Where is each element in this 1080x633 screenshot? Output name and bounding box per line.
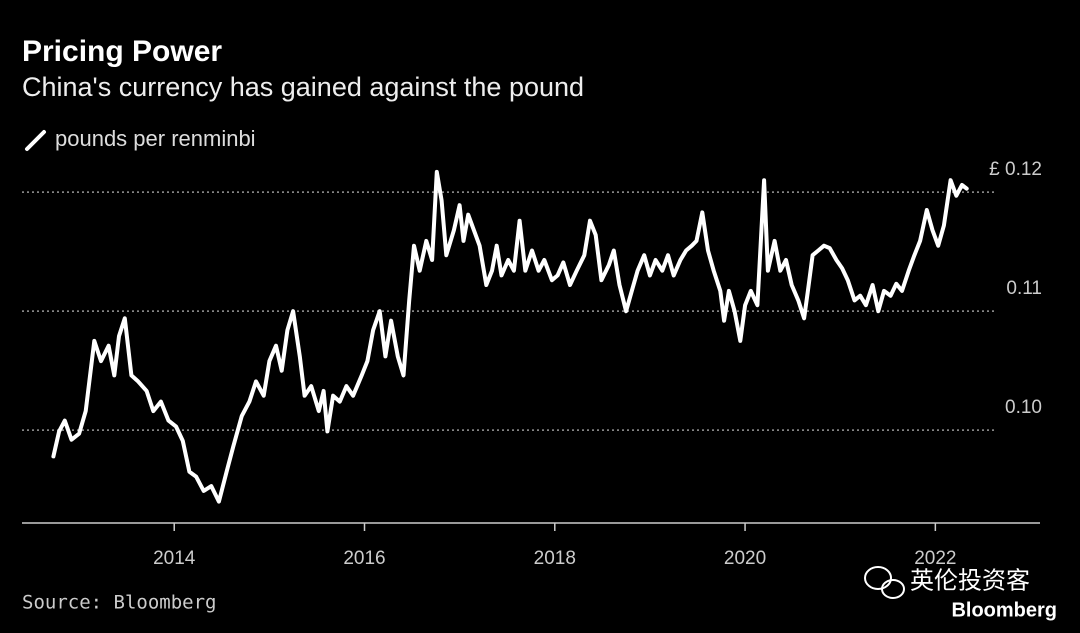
x-tick-label: 2016 <box>343 548 385 569</box>
y-tick-label: 0.11 <box>1006 278 1042 299</box>
y-tick-label: £ 0.12 <box>989 159 1042 180</box>
legend-label: pounds per renminbi <box>55 126 256 151</box>
chart-subtitle: China's currency has gained against the … <box>22 72 584 102</box>
line <box>51 169 969 504</box>
watermark: 英伦投资客 <box>910 567 1030 594</box>
x-tick-label: 2022 <box>914 548 956 569</box>
legend-swatch <box>25 130 46 151</box>
x-tick-label: 2014 <box>153 548 196 569</box>
wechat-icon <box>864 566 905 599</box>
watermark-brand: Bloomberg <box>951 599 1057 621</box>
source: Source: Bloomberg <box>22 592 216 614</box>
y-tick-label: 0.10 <box>1005 397 1042 418</box>
x-tick-label: 2018 <box>534 548 576 569</box>
chart-title: Pricing Power <box>22 35 222 68</box>
x-tick-label: 2020 <box>724 548 766 569</box>
